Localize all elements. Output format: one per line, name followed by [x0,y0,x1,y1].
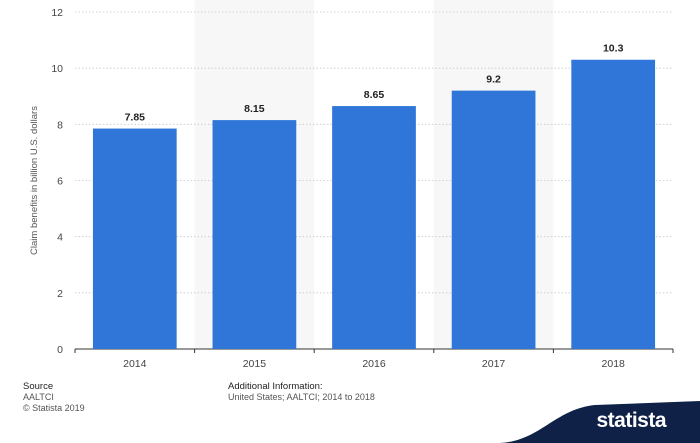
x-tick-label: 2016 [362,358,386,370]
data-label: 9.2 [486,74,501,86]
logo-wave-shape [500,401,700,443]
x-tick-label: 2014 [123,358,147,370]
additional-info-block: Additional Information: United States; A… [228,381,375,403]
y-tick-label: 8 [57,119,63,131]
x-tick-label: 2015 [243,358,267,370]
y-axis-title: Claim benefits in billion U.S. dollars [29,106,40,255]
y-tick-label: 4 [57,232,63,244]
y-tick-label: 0 [57,344,63,356]
source-block: Source AALTCI © Statista 2019 [23,381,85,414]
data-label: 8.15 [244,103,265,115]
bar [451,90,536,349]
x-tick-label: 2017 [482,358,506,370]
data-label: 10.3 [603,43,624,55]
additional-info-text: United States; AALTCI; 2014 to 2018 [228,392,375,402]
bar [212,120,297,349]
brand-name: statista [596,409,666,432]
source-name: AALTCI [23,392,54,402]
x-tick-label: 2018 [602,358,626,370]
additional-info-heading: Additional Information: [228,381,323,392]
bar [571,59,656,349]
statista-logo: statista [500,401,700,443]
y-tick-label: 10 [51,63,63,75]
y-tick-label: 6 [57,176,63,188]
data-label: 7.85 [125,112,146,124]
y-tick-label: 12 [51,7,63,19]
data-label: 8.65 [364,89,385,101]
y-tick-label: 2 [57,288,63,300]
bar-chart: 0 2 4 6 8 10 12 Claim benefits in billion U.S. … [29,7,674,370]
source-heading: Source [23,381,54,392]
copyright: © Statista 2019 [23,403,85,413]
bar [92,128,177,349]
bar [332,106,416,350]
